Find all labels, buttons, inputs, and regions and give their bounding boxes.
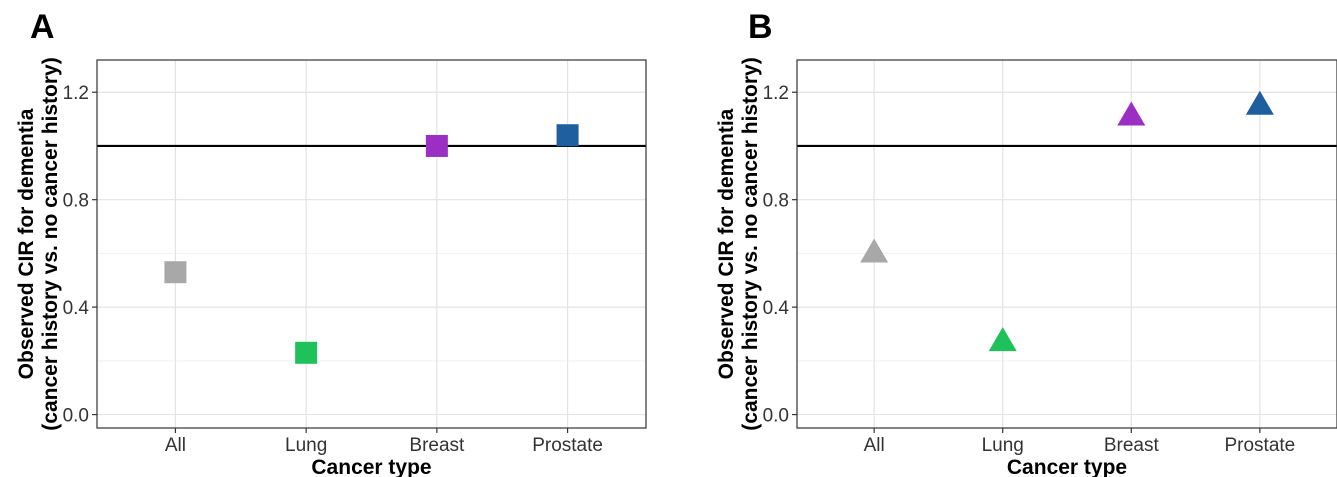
y-tick-label: 0.0	[63, 406, 89, 427]
x-tick-label: Lung	[982, 435, 1024, 456]
y-tick-label: 0.8	[763, 191, 789, 212]
x-axis-label: Cancer type	[311, 456, 431, 477]
plot-frame	[796, 59, 1337, 429]
panel-letter: B	[748, 8, 773, 46]
y-axis-label-line: Observed CIR for dementia	[15, 108, 38, 379]
y-tick-label: 0.4	[63, 298, 90, 319]
y-tick-label: 1.2	[763, 83, 789, 104]
x-tick-label: All	[165, 435, 186, 456]
x-tick-label: Prostate	[532, 435, 603, 456]
panel-b: 0.0 0.4 0.8 1.2 All Lung Breast Prostate Cancer …	[715, 8, 1337, 477]
data-point-breast	[425, 134, 448, 157]
x-tick-label: Prostate	[1224, 435, 1295, 456]
x-tick-label: All	[864, 435, 885, 456]
x-tick-label: Lung	[285, 435, 327, 456]
y-axis-label-line: (cancer history vs. no cancer history)	[739, 57, 762, 430]
y-tick-label: 1.2	[63, 83, 89, 104]
panel-a: 0.0 0.4 0.8 1.2 All Lung Breast Prostate Cancer …	[15, 8, 647, 477]
y-tick-label: 0.8	[63, 191, 89, 212]
y-tick-label: 0.4	[763, 298, 790, 319]
x-tick-label: Breast	[1104, 435, 1160, 456]
y-axis-label-line: Observed CIR for dementia	[715, 108, 738, 379]
data-point-lung	[988, 327, 1017, 352]
x-axis-label: Cancer type	[1007, 456, 1127, 477]
panel-letter: A	[30, 8, 55, 46]
data-point-all	[860, 238, 889, 263]
data-point-prostate	[556, 124, 579, 147]
data-point-all	[164, 261, 187, 284]
x-tick-label: Breast	[409, 435, 465, 456]
data-point-prostate	[1245, 90, 1274, 115]
data-point-breast	[1117, 101, 1146, 126]
plot-frame	[96, 59, 647, 429]
data-point-lung	[295, 341, 318, 364]
y-axis-label-line: (cancer history vs. no cancer history)	[39, 57, 62, 430]
y-tick-label: 0.0	[763, 406, 789, 427]
